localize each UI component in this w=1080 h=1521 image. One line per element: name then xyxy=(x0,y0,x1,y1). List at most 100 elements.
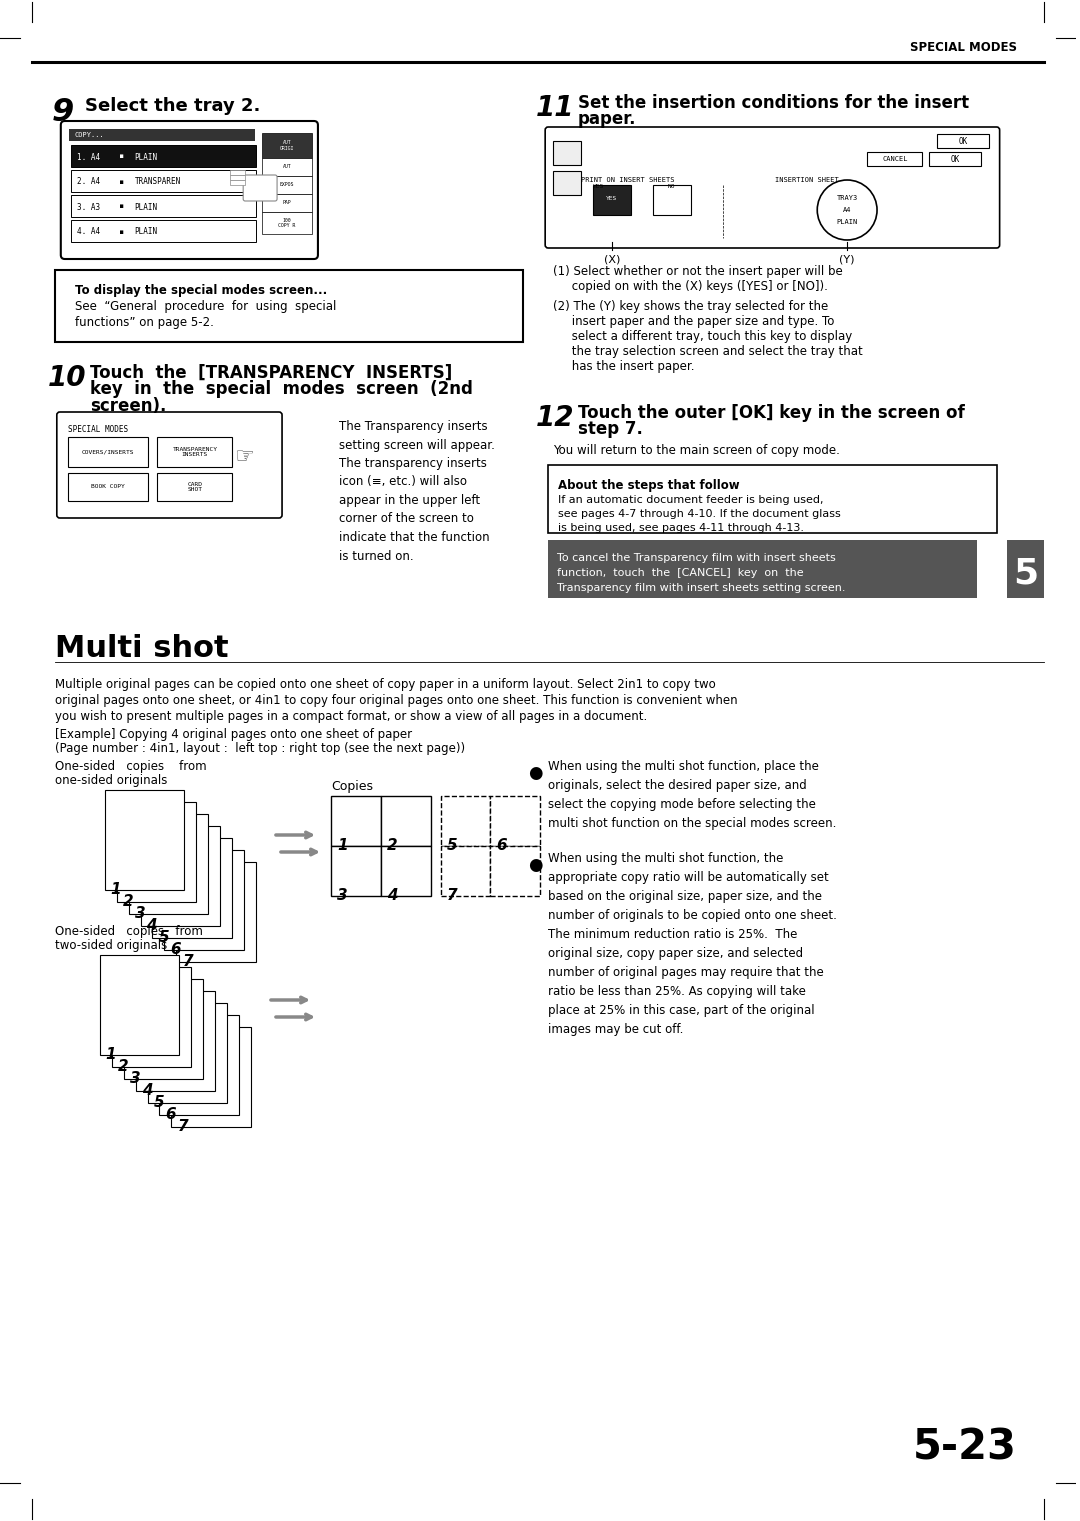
FancyBboxPatch shape xyxy=(243,175,278,201)
Text: OK: OK xyxy=(950,155,959,163)
Bar xyxy=(123,980,203,1078)
Bar xyxy=(330,846,381,896)
Text: ■: ■ xyxy=(120,179,123,184)
Text: About the steps that follow: About the steps that follow xyxy=(558,479,740,491)
Bar xyxy=(230,170,245,175)
Bar xyxy=(490,795,540,846)
Text: function,  touch  the  [CANCEL]  key  on  the: function, touch the [CANCEL] key on the xyxy=(557,567,804,578)
Text: 1. A4: 1. A4 xyxy=(77,152,99,161)
Text: YES: YES xyxy=(606,196,618,201)
Text: 11: 11 xyxy=(536,94,575,122)
Text: TRANSPARENCY
INSERTS: TRANSPARENCY INSERTS xyxy=(173,447,217,458)
Text: Touch the outer [OK] key in the screen of: Touch the outer [OK] key in the screen o… xyxy=(578,405,964,421)
Text: copied on with the (X) keys ([YES] or [NO]).: copied on with the (X) keys ([YES] or [N… xyxy=(553,280,828,294)
Bar xyxy=(71,221,256,242)
Text: 1: 1 xyxy=(106,1046,117,1062)
Text: 3: 3 xyxy=(135,907,145,922)
Circle shape xyxy=(818,179,877,240)
Text: 3. A3: 3. A3 xyxy=(77,202,99,211)
Bar xyxy=(262,158,312,176)
Text: PLAIN: PLAIN xyxy=(837,219,858,225)
Bar xyxy=(593,186,631,214)
Bar xyxy=(553,170,581,195)
Bar xyxy=(69,129,255,141)
Text: Select the tray 2.: Select the tray 2. xyxy=(84,97,260,116)
Text: 2: 2 xyxy=(123,894,133,910)
Bar xyxy=(381,846,431,896)
Text: (Page number : 4in1, layout :  left top : right top (see the next page)): (Page number : 4in1, layout : left top :… xyxy=(55,742,465,754)
Text: (X): (X) xyxy=(604,256,620,265)
Bar xyxy=(68,473,148,500)
Text: INSERTION SHEET: INSERTION SHEET xyxy=(775,176,839,183)
Text: 3: 3 xyxy=(130,1071,140,1086)
Text: A4: A4 xyxy=(842,207,851,213)
Bar xyxy=(117,802,197,902)
Bar xyxy=(71,170,256,192)
Bar xyxy=(99,955,179,1056)
Text: TRANSPAREN: TRANSPAREN xyxy=(135,178,180,187)
Bar xyxy=(111,967,191,1068)
Text: ☞: ☞ xyxy=(234,447,254,467)
Text: paper.: paper. xyxy=(578,110,636,128)
Bar xyxy=(441,846,490,896)
Text: BOOK COPY: BOOK COPY xyxy=(91,485,124,490)
Bar xyxy=(152,838,232,938)
Text: Touch  the  [TRANSPARENCY  INSERTS]: Touch the [TRANSPARENCY INSERTS] xyxy=(90,364,451,382)
Bar xyxy=(71,195,256,218)
Text: original pages onto one sheet, or 4in1 to copy four original pages onto one shee: original pages onto one sheet, or 4in1 t… xyxy=(55,694,738,707)
Text: 1: 1 xyxy=(337,838,348,853)
Bar xyxy=(129,814,208,914)
Text: 2: 2 xyxy=(118,1059,129,1074)
Text: PLAIN: PLAIN xyxy=(135,152,158,161)
Bar xyxy=(441,795,490,846)
Text: ●: ● xyxy=(528,856,543,875)
Text: 10: 10 xyxy=(48,364,86,392)
Text: CARD
SHOT: CARD SHOT xyxy=(187,482,202,493)
Text: the tray selection screen and select the tray that: the tray selection screen and select the… xyxy=(553,345,863,357)
Text: 6: 6 xyxy=(497,838,507,853)
Text: To display the special modes screen...: To display the special modes screen... xyxy=(75,284,327,297)
Text: CANCEL: CANCEL xyxy=(882,157,907,163)
Text: 5: 5 xyxy=(153,1095,164,1110)
Text: 4: 4 xyxy=(141,1083,152,1098)
Text: 7: 7 xyxy=(183,954,193,969)
Text: 4: 4 xyxy=(147,919,157,932)
Text: PRINT ON INSERT SHEETS: PRINT ON INSERT SHEETS xyxy=(581,176,675,183)
Text: Multiple original pages can be copied onto one sheet of copy paper in a uniform : Multiple original pages can be copied on… xyxy=(55,678,716,691)
Bar xyxy=(549,540,976,598)
Text: ●: ● xyxy=(528,764,543,782)
Text: SPECIAL MODES: SPECIAL MODES xyxy=(68,424,127,433)
Text: When using the multi shot function, place the
originals, select the desired pape: When using the multi shot function, plac… xyxy=(549,760,837,830)
Text: select a different tray, touch this key to display: select a different tray, touch this key … xyxy=(553,330,852,344)
Text: 12: 12 xyxy=(536,405,575,432)
Text: 4. A4: 4. A4 xyxy=(77,228,99,236)
Text: 5: 5 xyxy=(159,929,170,945)
Text: 6: 6 xyxy=(165,1107,176,1122)
Text: If an automatic document feeder is being used,: If an automatic document feeder is being… xyxy=(558,494,824,505)
FancyBboxPatch shape xyxy=(57,412,282,519)
Bar xyxy=(148,1002,227,1103)
Text: [Example] Copying 4 original pages onto one sheet of paper: [Example] Copying 4 original pages onto … xyxy=(55,729,411,741)
Text: 9: 9 xyxy=(52,97,73,128)
Text: ■: ■ xyxy=(120,204,123,210)
Text: To cancel the Transparency film with insert sheets: To cancel the Transparency film with ins… xyxy=(557,554,836,563)
Text: When using the multi shot function, the
appropriate copy ratio will be automatic: When using the multi shot function, the … xyxy=(549,852,837,1036)
Text: 5: 5 xyxy=(1013,557,1038,590)
Bar xyxy=(160,1015,239,1115)
Text: 100
COPY R: 100 COPY R xyxy=(279,218,296,228)
Bar xyxy=(158,437,232,467)
Text: You will return to the main screen of copy mode.: You will return to the main screen of co… xyxy=(553,444,840,456)
Bar xyxy=(262,195,312,211)
Text: COPY...: COPY... xyxy=(75,132,105,138)
Bar xyxy=(68,437,148,467)
Text: 6: 6 xyxy=(171,941,181,957)
Text: 3: 3 xyxy=(337,888,348,903)
Text: The Transparency inserts
setting screen will appear.
The transparency inserts
ic: The Transparency inserts setting screen … xyxy=(339,420,495,563)
Text: PLAIN: PLAIN xyxy=(135,202,158,211)
Text: 1: 1 xyxy=(110,882,121,897)
Text: One-sided   copies   from: One-sided copies from xyxy=(55,925,203,938)
Text: Transparency film with insert sheets setting screen.: Transparency film with insert sheets set… xyxy=(557,583,846,593)
Bar xyxy=(230,175,245,179)
Bar xyxy=(381,795,431,846)
Bar xyxy=(1007,540,1044,598)
